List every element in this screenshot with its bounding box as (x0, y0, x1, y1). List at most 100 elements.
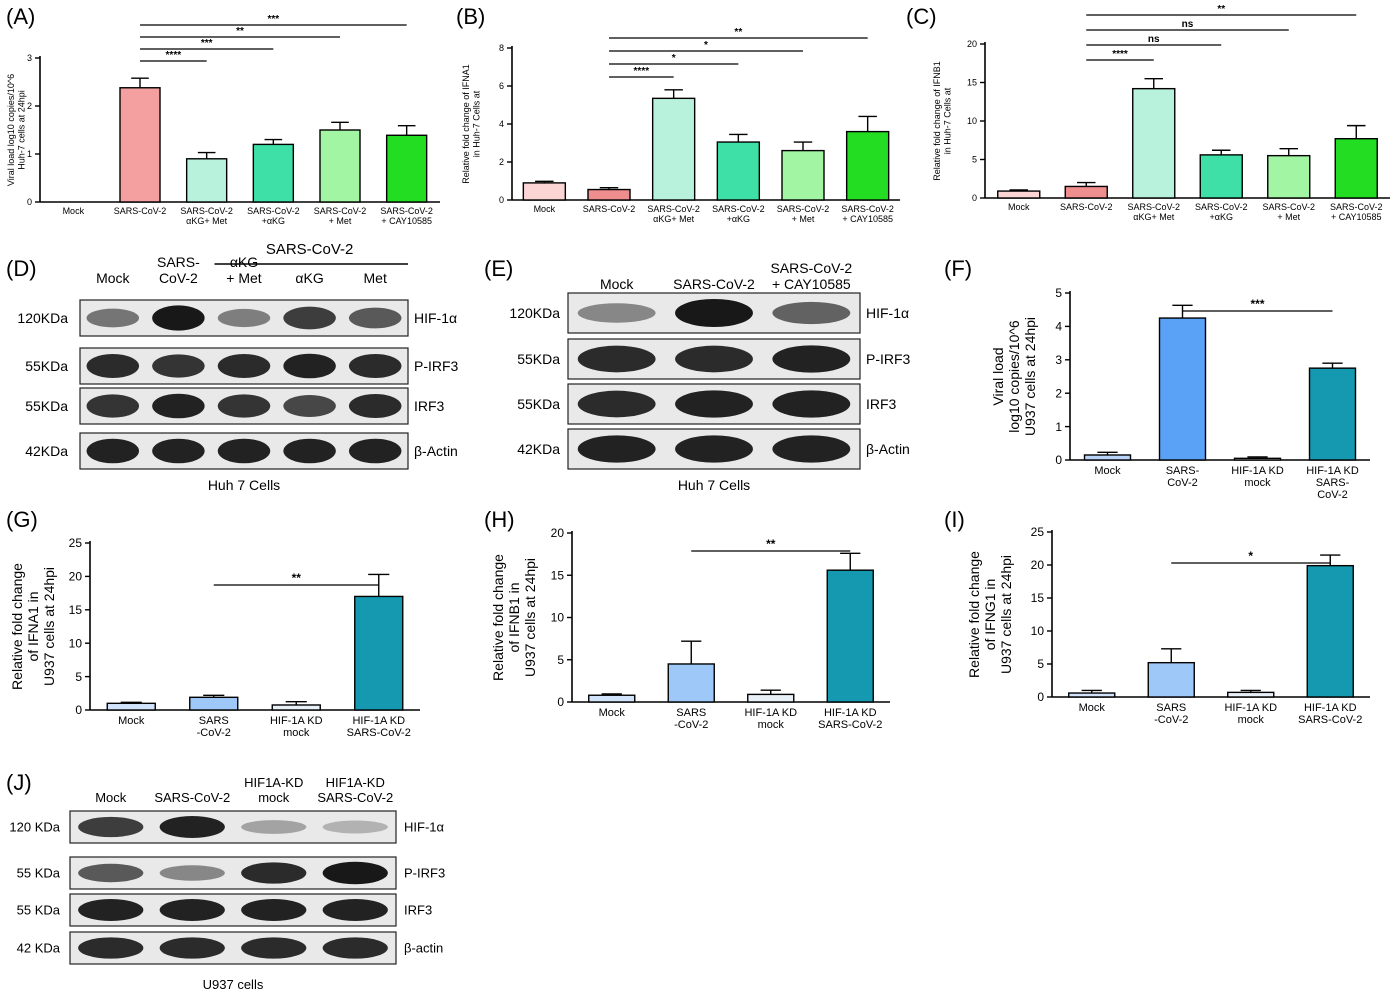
blot-band (283, 306, 336, 330)
category-label-line: SARS-CoV-2 (841, 204, 894, 214)
category-label-line: HIF-1A KD (744, 707, 797, 719)
blot-band (78, 937, 144, 959)
category-label: HIF-1A KD SARS-CoV-2 (1298, 702, 1362, 726)
y-tick-label: 15 (69, 603, 83, 617)
blot-caption: Huh 7 Cells (678, 477, 750, 493)
blot-band (217, 438, 271, 464)
y-tick-label: 10 (1031, 624, 1045, 638)
category-label-line: SARS-CoV-2 (1298, 714, 1362, 726)
category-label-line: SARS-CoV-2 (1060, 202, 1113, 212)
category-label-line: mock (758, 719, 785, 731)
molecular-weight-label: 120KDa (509, 305, 560, 321)
category-label-line: SARS-CoV-2 (380, 206, 433, 216)
y-tick-label: 0 (27, 197, 32, 207)
lane-label-line: HIF1A-KD (244, 775, 303, 790)
protein-label: P-IRF3 (866, 351, 911, 367)
blot-band (78, 816, 144, 838)
category-label: SARS-CoV-2 +αKG (247, 206, 300, 226)
lane-label-line: + CAY10585 (772, 276, 851, 292)
category-label: Mock (118, 715, 145, 727)
category-label-line: HIF-1A KD (270, 715, 323, 727)
y-axis-label-line: of IFNB1 in (506, 582, 522, 652)
category-label-line: + Met (329, 216, 352, 226)
molecular-weight-label: 55KDa (517, 351, 560, 367)
significance-label: **** (634, 66, 650, 77)
y-tick-label: 5 (1055, 286, 1062, 300)
category-label-line: +αKG (727, 214, 750, 224)
blot-band (675, 298, 753, 328)
significance-label: * (1248, 549, 1253, 563)
protein-label: β-Actin (866, 441, 910, 457)
category-label: SARS-CoV-2 + Met (777, 204, 830, 224)
protein-label: β-Actin (414, 443, 458, 459)
protein-label: β-actin (404, 941, 443, 956)
bar (252, 143, 295, 203)
significance-label: ** (292, 571, 302, 585)
chart-b-ifna1-huh7: 0 2 4 6 8 Relative fold change of IFNA1in Huh… (461, 27, 900, 224)
blot-band (217, 308, 271, 328)
molecular-weight-label: 55KDa (517, 396, 560, 412)
category-label: HIF-1A KD SARS-CoV-2 (1306, 465, 1359, 501)
y-axis-label-line: Viral load log10 copies/10^6 (6, 74, 16, 186)
molecular-weight-label: 55 KDa (17, 866, 61, 881)
blot-band (675, 345, 753, 373)
category-label-line: Mock (534, 204, 556, 214)
lane-label: SARS-CoV-2 (157, 254, 200, 286)
category-label-line: SARS-CoV-2 (247, 206, 300, 216)
blot-band (159, 899, 225, 921)
y-tick-label: 0 (972, 193, 977, 203)
y-tick-label: 2 (499, 157, 504, 167)
blot-band (772, 301, 851, 325)
blot-band (348, 354, 402, 378)
bar (119, 87, 161, 203)
significance-label: ** (1217, 4, 1225, 15)
bar (1334, 138, 1378, 199)
y-axis-label-line: in Huh-7 Cells at (471, 90, 481, 157)
y-tick-label: 0 (499, 195, 504, 205)
y-axis-label-line: U937 cells at 24hpi (522, 558, 538, 677)
y-axis-label-line: Huh-7 cells at 24hpi (16, 90, 26, 170)
y-tick-label: 25 (1031, 525, 1045, 539)
category-label: SARS-CoV-2 αKG+ Met (647, 204, 700, 224)
y-axis-label-line: in Huh-7 Cells at (942, 87, 952, 154)
category-label-line: + CAY10585 (1331, 212, 1382, 222)
blot-band (772, 390, 851, 418)
blot-band (86, 354, 140, 378)
y-tick-label: 0 (75, 703, 82, 717)
protein-label: HIF-1α (866, 305, 909, 321)
axes: 0 1 2 3 (27, 53, 440, 207)
bar (1158, 317, 1207, 461)
blot-band (241, 937, 307, 959)
lane-label-line: + Met (226, 270, 262, 286)
blot-band (86, 308, 140, 328)
y-tick-label: 3 (27, 53, 32, 63)
lane-label-line: Met (364, 270, 387, 286)
panel-label-g: (G) (6, 507, 38, 532)
category-label: SARS-CoV-2 (1060, 202, 1113, 212)
category-label-line: SARS-CoV-2 (818, 719, 882, 731)
y-tick-label: 20 (967, 39, 977, 49)
category-label: HIF-1A KD SARS-CoV-2 (818, 707, 882, 731)
category-label-line: SARS-CoV-2 (1127, 202, 1180, 212)
category-label-line: Mock (63, 206, 85, 216)
y-axis-label-line: of IFNG1 in (982, 579, 998, 651)
blot-band (283, 394, 336, 418)
panel-label-e: (E) (484, 256, 513, 281)
blot-band (152, 438, 205, 464)
category-label: SARS-CoV-2 +αKG (712, 204, 765, 224)
y-axis-label: Viral loadlog10 copies/10^6U937 cells at… (990, 317, 1038, 436)
blot-band (86, 438, 140, 464)
molecular-weight-label: 42KDa (25, 443, 68, 459)
lane-label-line: SARS-CoV-2 (317, 790, 393, 805)
category-label-line: mock (283, 727, 310, 739)
significance-label: ** (236, 26, 244, 37)
category-label: SARS-CoV-2 (114, 206, 167, 216)
y-axis-label-line: U937 cells at 24hpi (1022, 317, 1038, 436)
y-axis-label-line: Relative fold change of IFNA1 (461, 64, 471, 184)
panel-label-f: (F) (944, 256, 972, 281)
blot-band (86, 394, 140, 418)
bar (716, 141, 761, 201)
category-label: SARS-CoV-2 (674, 707, 708, 731)
chart-i-ifng1-u937: 0 5 10 15 20 25 Relative fold changeof IFNG1 i… (966, 525, 1370, 726)
category-label-line: CoV-2 (1317, 489, 1348, 501)
